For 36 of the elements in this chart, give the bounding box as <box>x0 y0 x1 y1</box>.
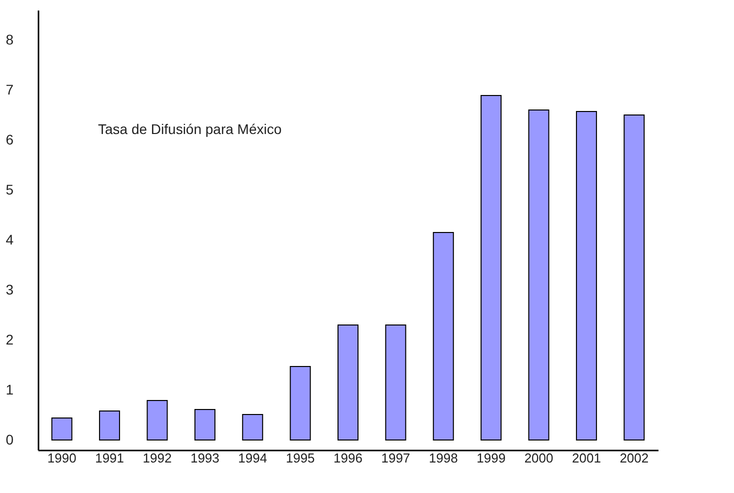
y-tick-label: 8 <box>6 32 14 48</box>
annotation: Tasa de Difusión para México <box>98 121 282 137</box>
x-tick-label: 2000 <box>524 450 554 466</box>
x-tick-label: 1997 <box>381 450 410 466</box>
y-tick-label: 2 <box>6 332 14 348</box>
bar <box>290 366 311 440</box>
x-tick-label: 1991 <box>95 450 124 466</box>
y-tick-label: 7 <box>6 82 14 98</box>
bar <box>385 324 406 440</box>
x-tick-label: 1998 <box>428 450 458 466</box>
bar <box>51 418 72 440</box>
bar <box>194 409 216 440</box>
bar <box>624 114 645 440</box>
x-tick-label: 2001 <box>572 450 601 466</box>
bar <box>480 95 502 440</box>
x-tick-label: 1990 <box>47 450 76 466</box>
bar <box>242 414 264 440</box>
x-tick-label: 1999 <box>476 450 506 466</box>
x-tick-label: 1996 <box>334 450 362 466</box>
x-tick-label: 2002 <box>620 450 649 466</box>
bar <box>146 400 168 440</box>
y-tick-label: 1 <box>6 382 14 398</box>
y-tick-label: 3 <box>6 282 14 298</box>
bar <box>576 111 597 440</box>
x-tick-label: 1992 <box>142 450 172 466</box>
y-tick-label: 5 <box>6 182 14 198</box>
y-tick-label: 0 <box>6 432 14 448</box>
bar <box>338 324 358 440</box>
bar <box>432 232 454 440</box>
x-tick-label: 1994 <box>238 450 268 466</box>
x-tick-label: 1995 <box>286 450 315 466</box>
y-tick-label: 4 <box>6 232 14 248</box>
x-tick-label: 1993 <box>190 450 220 466</box>
bar <box>528 110 550 440</box>
bar <box>99 410 120 440</box>
y-tick-label: 6 <box>6 132 14 148</box>
